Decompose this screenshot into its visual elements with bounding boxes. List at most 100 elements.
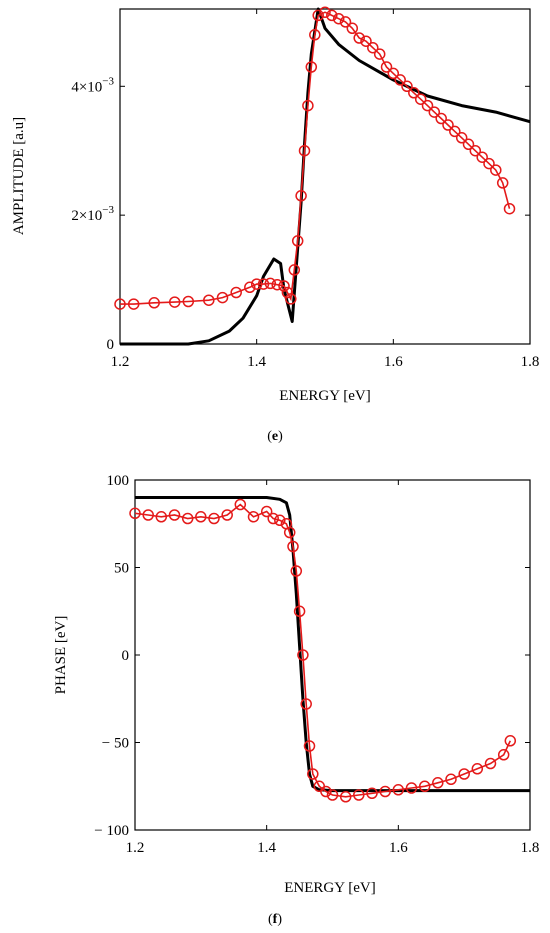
- amplitude-measured-point: [442, 119, 454, 131]
- phase-x-tick-label: 1.4: [257, 840, 276, 856]
- amplitude-measured-point: [462, 138, 475, 151]
- amplitude-model-curve: [120, 7, 531, 346]
- amplitude-measured-point: [476, 151, 488, 163]
- amplitude-panel: 1.2 1.4 1.6 1.8 0 2×10−3 4×10−3 ENERGY [eV] AM…: [11, 6, 539, 444]
- amplitude-measured-point: [483, 157, 495, 170]
- phase-panel-label-letter: f: [273, 912, 278, 927]
- amplitude-measured-point: [298, 144, 311, 157]
- phase-measured-point: [293, 605, 306, 618]
- amplitude-x-tick-label: 1.6: [384, 354, 403, 370]
- amplitude-measured-point: [264, 277, 277, 290]
- phase-panel-label-close: ): [277, 912, 282, 927]
- amplitude-measured-point: [503, 202, 516, 215]
- amplitude-measured-point: [285, 293, 297, 305]
- amplitude-measured-point: [312, 9, 324, 22]
- amplitude-measured-point: [168, 296, 181, 308]
- amplitude-measured-point: [326, 9, 338, 22]
- phase-measured-point: [247, 511, 260, 523]
- amplitude-measured-point: [346, 22, 359, 35]
- amplitude-y-tick-label: 2×10−3: [71, 204, 114, 224]
- amplitude-measured-point: [127, 298, 140, 310]
- phase-measured-point: [326, 789, 339, 801]
- phase-series: [129, 496, 530, 803]
- amplitude-measured-point: [182, 295, 195, 308]
- phase-measured-point: [303, 740, 316, 752]
- phase-measured-point: [405, 782, 418, 794]
- phase-measured-point: [168, 509, 181, 521]
- phase-measured-curve: [134, 503, 512, 798]
- phase-measured-point: [432, 777, 444, 789]
- amplitude-measured-point: [302, 99, 314, 112]
- phase-y-tick-label: 50: [114, 561, 129, 577]
- amplitude-measured-point: [148, 297, 160, 309]
- phase-measured-point: [445, 773, 457, 786]
- amplitude-measured-point: [309, 29, 321, 41]
- amplitude-measured-point: [281, 286, 294, 299]
- phase-panel-label: (f): [268, 912, 282, 927]
- amplitude-y-axis-label: AMPLITUDE [a.u]: [11, 117, 27, 235]
- amplitude-measured-point: [428, 106, 441, 118]
- phase-measured-point: [353, 789, 365, 801]
- phase-measured-point: [208, 512, 220, 525]
- phase-plot-frame: [134, 479, 531, 831]
- amplitude-measured-point: [387, 67, 400, 80]
- phase-measured-point: [297, 649, 309, 661]
- amplitude-measured-point: [455, 132, 468, 144]
- phase-measured-point: [234, 498, 247, 511]
- phase-x-tick-label: 1.6: [389, 840, 408, 856]
- phase-measured-point: [504, 735, 517, 747]
- amplitude-measured-point: [319, 6, 331, 18]
- amplitude-measured-point: [216, 291, 229, 304]
- amplitude-measured-point: [250, 278, 263, 290]
- phase-y-tick-label: − 50: [102, 736, 129, 752]
- amplitude-panel-label-letter: e: [272, 429, 278, 444]
- phase-measured-point: [307, 768, 319, 780]
- amplitude-measured-point: [203, 294, 215, 306]
- phase-y-tick-label: 0: [122, 648, 130, 664]
- phase-measured-point: [274, 514, 286, 527]
- amplitude-measured-point: [421, 99, 434, 112]
- phase-measured-point: [339, 791, 352, 803]
- amplitude-y-tick-label: 0: [107, 337, 115, 353]
- phase-panel-label-open: (: [268, 912, 273, 927]
- amplitude-measured-point: [414, 93, 427, 105]
- amplitude-x-tick-label: 1.8: [521, 354, 540, 370]
- phase-measured-point: [181, 512, 194, 525]
- phase-x-axis-label: ENERGY [eV]: [284, 880, 376, 896]
- phase-measured-point: [300, 698, 312, 710]
- phase-x-tick-label: 1.2: [126, 840, 145, 856]
- amplitude-measured-point: [278, 280, 290, 292]
- phase-x-tick-label: 1.8: [521, 840, 540, 856]
- amplitude-panel-label-close: ): [278, 429, 283, 444]
- amplitude-measured-point: [244, 281, 256, 294]
- phase-y-tick-label: 100: [107, 473, 130, 489]
- amplitude-measured-point: [435, 112, 447, 125]
- amplitude-panel-label: (e): [267, 429, 283, 444]
- phase-measured-point: [320, 785, 332, 798]
- phase-measured-point: [260, 505, 273, 518]
- phase-measured-point: [129, 507, 141, 520]
- phase-measured-point: [418, 780, 431, 793]
- amplitude-measured-point: [305, 61, 318, 73]
- phase-measured-point: [497, 749, 510, 761]
- amplitude-measured-point: [271, 278, 283, 291]
- amplitude-measured-point: [469, 144, 482, 157]
- amplitude-measured-point: [295, 190, 307, 202]
- phase-measured-point: [155, 511, 168, 523]
- amplitude-axes: 1.2 1.4 1.6 1.8 0 2×10−3 4×10−3: [71, 9, 539, 370]
- phase-measured-point: [392, 784, 405, 796]
- amplitude-x-tick-label: 1.2: [111, 354, 130, 370]
- amplitude-measured-point: [449, 125, 461, 138]
- amplitude-measured-point: [114, 298, 126, 310]
- amplitude-measured-point: [401, 80, 413, 93]
- phase-measured-point: [471, 763, 484, 775]
- phase-measured-point: [366, 787, 378, 800]
- amplitude-x-axis-label: ENERGY [eV]: [279, 388, 371, 404]
- amplitude-measured-point: [332, 12, 345, 25]
- amplitude-measured-point: [230, 286, 242, 299]
- phase-measured-point: [195, 511, 207, 523]
- amplitude-measured-point: [353, 32, 365, 44]
- phase-y-tick-label: − 100: [94, 823, 129, 839]
